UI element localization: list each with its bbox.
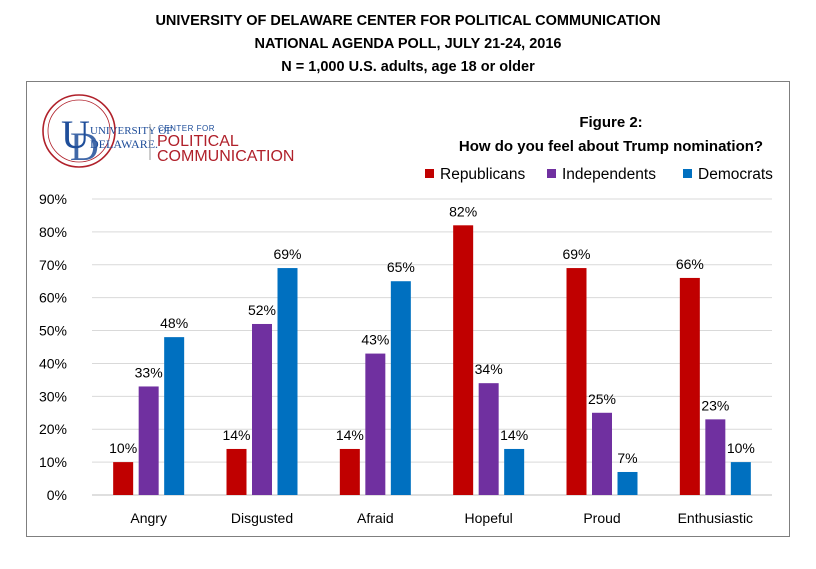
- y-tick-label: 40%: [39, 355, 67, 371]
- bar-democrats-hopeful: [504, 448, 525, 495]
- y-tick-label: 0%: [47, 487, 67, 503]
- legend-swatch: [547, 169, 556, 178]
- data-label: 23%: [701, 397, 729, 413]
- y-tick-label: 70%: [39, 257, 67, 273]
- bar-republicans-afraid: [339, 448, 360, 495]
- bar-democrats-disgusted: [277, 268, 298, 495]
- x-tick-label: Enthusiastic: [678, 510, 753, 526]
- bar-independents-angry: [138, 386, 159, 495]
- logo-ud-u: U: [61, 112, 90, 157]
- legend: Republicans Independents Democrats: [425, 166, 773, 183]
- x-tick-label: Proud: [583, 510, 620, 526]
- data-label: 10%: [109, 440, 137, 456]
- legend-entry: Republicans: [440, 166, 526, 183]
- logo-center-for: CENTER FOR: [158, 124, 215, 133]
- x-tick-label: Angry: [130, 510, 167, 526]
- logo-ud-d: D: [70, 124, 99, 169]
- x-tick-label: Hopeful: [465, 510, 513, 526]
- data-label: 10%: [727, 440, 755, 456]
- data-label: 52%: [248, 302, 276, 318]
- bar-democrats-proud: [617, 471, 638, 495]
- legend-entry: Democrats: [698, 166, 773, 183]
- chart-header: UNIVERSITY OF DELAWARE CENTER FOR POLITI…: [0, 10, 816, 79]
- bar-democrats-enthusiastic: [730, 462, 751, 495]
- data-label: 14%: [336, 427, 364, 443]
- bar-independents-enthusiastic: [705, 419, 726, 495]
- y-tick-label: 20%: [39, 421, 67, 437]
- y-tick-label: 60%: [39, 290, 67, 306]
- logo-delaware-text: DELAWARE.: [90, 137, 158, 151]
- logo-political: POLITICAL: [157, 133, 239, 150]
- y-tick-label: 50%: [39, 323, 67, 339]
- data-label: 14%: [500, 427, 528, 443]
- data-label: 69%: [273, 246, 301, 262]
- header-sample-size: N = 1,000 U.S. adults, age 18 or older: [281, 59, 535, 75]
- figure-question: How do you feel about Trump nomination?: [459, 138, 763, 155]
- logo-ring-inner: [47, 99, 111, 163]
- gridlines: [92, 198, 772, 496]
- bar-republicans-proud: [566, 268, 587, 495]
- bar-independents-proud: [592, 412, 612, 495]
- logo-ring-outer: [42, 94, 116, 168]
- data-label: 69%: [562, 246, 590, 262]
- y-axis: 0% 10% 20% 30% 40% 50% 60% 70% 80% 90%: [39, 191, 67, 503]
- header-subtitle: NATIONAL AGENDA POLL, JULY 21-24, 2016: [254, 36, 562, 52]
- data-label: 34%: [475, 361, 503, 377]
- logo-communication: COMMUNICATION: [157, 148, 294, 165]
- y-tick-label: 30%: [39, 388, 67, 404]
- bar-republicans-hopeful: [453, 225, 474, 496]
- data-label: 66%: [676, 256, 704, 272]
- data-label: 65%: [387, 259, 415, 275]
- y-tick-label: 10%: [39, 454, 67, 470]
- bar-republicans-enthusiastic: [679, 277, 700, 495]
- y-tick-label: 90%: [39, 191, 67, 207]
- bar-republicans-angry: [113, 462, 134, 495]
- legend-swatch: [683, 169, 692, 178]
- header-title: UNIVERSITY OF DELAWARE CENTER FOR POLITI…: [155, 13, 661, 29]
- bar-republicans-disgusted: [226, 448, 247, 495]
- chart-frame: [26, 81, 790, 537]
- data-label: 82%: [449, 203, 477, 219]
- bar-independents-hopeful: [478, 383, 499, 495]
- data-label: 25%: [588, 391, 616, 407]
- legend-entry: Independents: [562, 166, 656, 183]
- data-label: 43%: [361, 332, 389, 348]
- figure-label: Figure 2:: [579, 114, 642, 131]
- bar-independents-disgusted: [252, 323, 272, 495]
- university-logo: U D UNIVERSITY OF DELAWARE. CENTER FOR P…: [42, 94, 294, 169]
- data-label: 7%: [617, 450, 637, 466]
- bar-democrats-angry: [164, 337, 185, 495]
- bars: [113, 225, 751, 496]
- x-tick-label: Disgusted: [231, 510, 293, 526]
- data-label: 48%: [160, 315, 188, 331]
- logo-university-text: UNIVERSITY OF: [90, 125, 172, 137]
- data-label: 14%: [222, 427, 250, 443]
- data-labels: 10% 33% 48% 14% 52% 69% 14% 43% 65% 82% 34% 14% 69% 2…: [109, 203, 755, 466]
- legend-swatch: [425, 169, 434, 178]
- x-tick-label: Afraid: [357, 510, 394, 526]
- bar-democrats-afraid: [390, 281, 411, 495]
- bar-independents-afraid: [365, 353, 386, 495]
- data-label: 33%: [135, 364, 163, 380]
- x-axis: Angry Disgusted Afraid Hopeful Proud Enthusia…: [130, 510, 753, 526]
- y-tick-label: 80%: [39, 224, 67, 240]
